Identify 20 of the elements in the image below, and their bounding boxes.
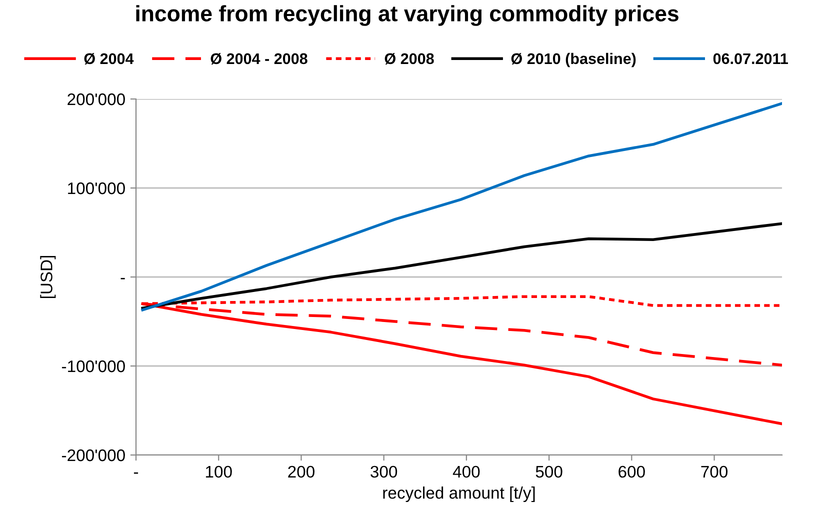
chart-title: income from recycling at varying commodity prices	[136, 5, 678, 26]
legend-label: Ø 2010 (baseline)	[511, 52, 636, 68]
y-tick-label: -200'000	[62, 449, 125, 462]
x-tick-label: 700	[701, 466, 728, 478]
x-tick-label: 200	[288, 466, 314, 478]
y-tick-label: -	[120, 278, 125, 280]
x-tick-label: 500	[536, 466, 562, 478]
y-tick-label: -100'000	[62, 360, 125, 372]
x-tick-label: 300	[370, 466, 398, 478]
legend-label: 06.07.2011	[713, 53, 788, 64]
legend-label: Ø 2004 - 2008	[210, 52, 308, 64]
y-tick-label: 200'000	[68, 93, 125, 106]
legend-label: Ø 2004	[84, 52, 134, 64]
y-axis-title: [USD]	[40, 256, 56, 298]
x-tick-label: 100	[206, 466, 232, 478]
legend-label: Ø 2008	[384, 52, 434, 64]
x-axis-title: recycled amount [t/y]	[383, 486, 535, 502]
x-tick-label: 400	[452, 466, 480, 478]
y-tick-label: 100'000	[68, 182, 125, 194]
x-tick-label: 600	[618, 466, 645, 478]
